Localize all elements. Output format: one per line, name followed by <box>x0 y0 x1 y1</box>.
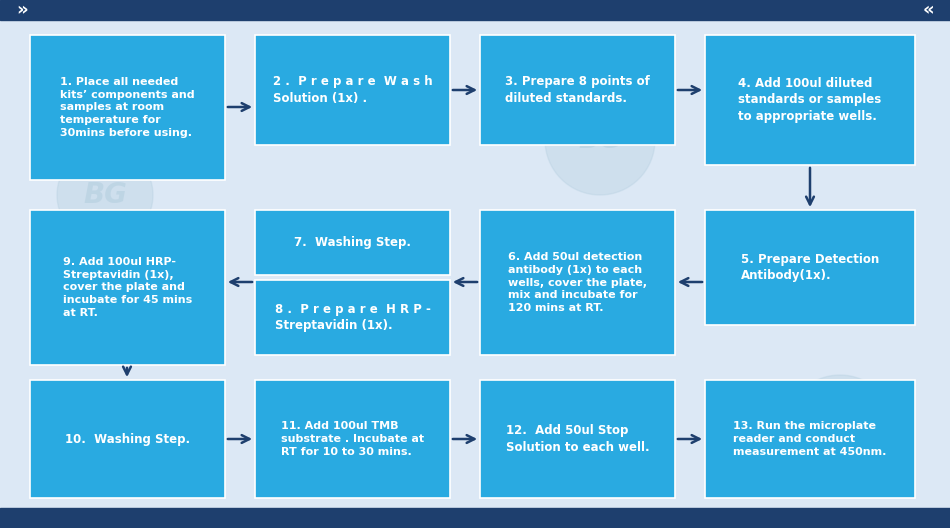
Circle shape <box>545 85 655 195</box>
Text: BG: BG <box>83 416 127 444</box>
Text: 1. Place all needed
kits’ components and
samples at room
temperature for
30mins : 1. Place all needed kits’ components and… <box>60 77 195 138</box>
FancyBboxPatch shape <box>480 210 675 355</box>
FancyBboxPatch shape <box>30 210 225 365</box>
Text: «: « <box>922 1 934 19</box>
Text: 7.  Washing Step.: 7. Washing Step. <box>294 236 411 249</box>
Text: 3. Prepare 8 points of
diluted standards.: 3. Prepare 8 points of diluted standards… <box>505 76 650 105</box>
FancyBboxPatch shape <box>705 210 915 325</box>
Text: 4. Add 100ul diluted
standards or samples
to appropriate wells.: 4. Add 100ul diluted standards or sample… <box>738 77 882 123</box>
Text: 12.  Add 50ul Stop
Solution to each well.: 12. Add 50ul Stop Solution to each well. <box>505 425 649 454</box>
Text: BG: BG <box>578 126 622 154</box>
Text: 2 .  P r e p a r e  W a s h
Solution (1x) .: 2 . P r e p a r e W a s h Solution (1x) … <box>273 76 432 105</box>
FancyBboxPatch shape <box>255 280 450 355</box>
Circle shape <box>57 382 153 478</box>
FancyBboxPatch shape <box>30 380 225 498</box>
FancyBboxPatch shape <box>255 210 450 275</box>
Text: 10.  Washing Step.: 10. Washing Step. <box>65 432 190 446</box>
Text: 13. Run the microplate
reader and conduct
measurement at 450nm.: 13. Run the microplate reader and conduc… <box>733 421 886 457</box>
Text: 5. Prepare Detection
Antibody(1x).: 5. Prepare Detection Antibody(1x). <box>741 253 879 282</box>
FancyBboxPatch shape <box>255 35 450 145</box>
Text: 9. Add 100ul HRP-
Streptavidin (1x),
cover the plate and
incubate for 45 mins
at: 9. Add 100ul HRP- Streptavidin (1x), cov… <box>63 257 192 318</box>
Text: BG: BG <box>83 181 127 209</box>
Bar <box>0 508 950 528</box>
Bar <box>0 0 950 20</box>
FancyBboxPatch shape <box>255 380 450 498</box>
FancyBboxPatch shape <box>705 35 915 165</box>
Text: 6. Add 50ul detection
antibody (1x) to each
wells, cover the plate,
mix and incu: 6. Add 50ul detection antibody (1x) to e… <box>508 252 647 313</box>
FancyBboxPatch shape <box>705 380 915 498</box>
Circle shape <box>57 147 153 243</box>
Text: »: » <box>16 1 28 19</box>
Circle shape <box>785 375 895 485</box>
FancyBboxPatch shape <box>480 35 675 145</box>
Text: 11. Add 100ul TMB
substrate . Incubate at
RT for 10 to 30 mins.: 11. Add 100ul TMB substrate . Incubate a… <box>281 421 424 457</box>
FancyBboxPatch shape <box>480 380 675 498</box>
Text: 8 .  P r e p a r e  H R P -
Streptavidin (1x).: 8 . P r e p a r e H R P - Streptavidin (… <box>275 303 430 332</box>
Text: BG: BG <box>818 416 862 444</box>
FancyBboxPatch shape <box>30 35 225 180</box>
